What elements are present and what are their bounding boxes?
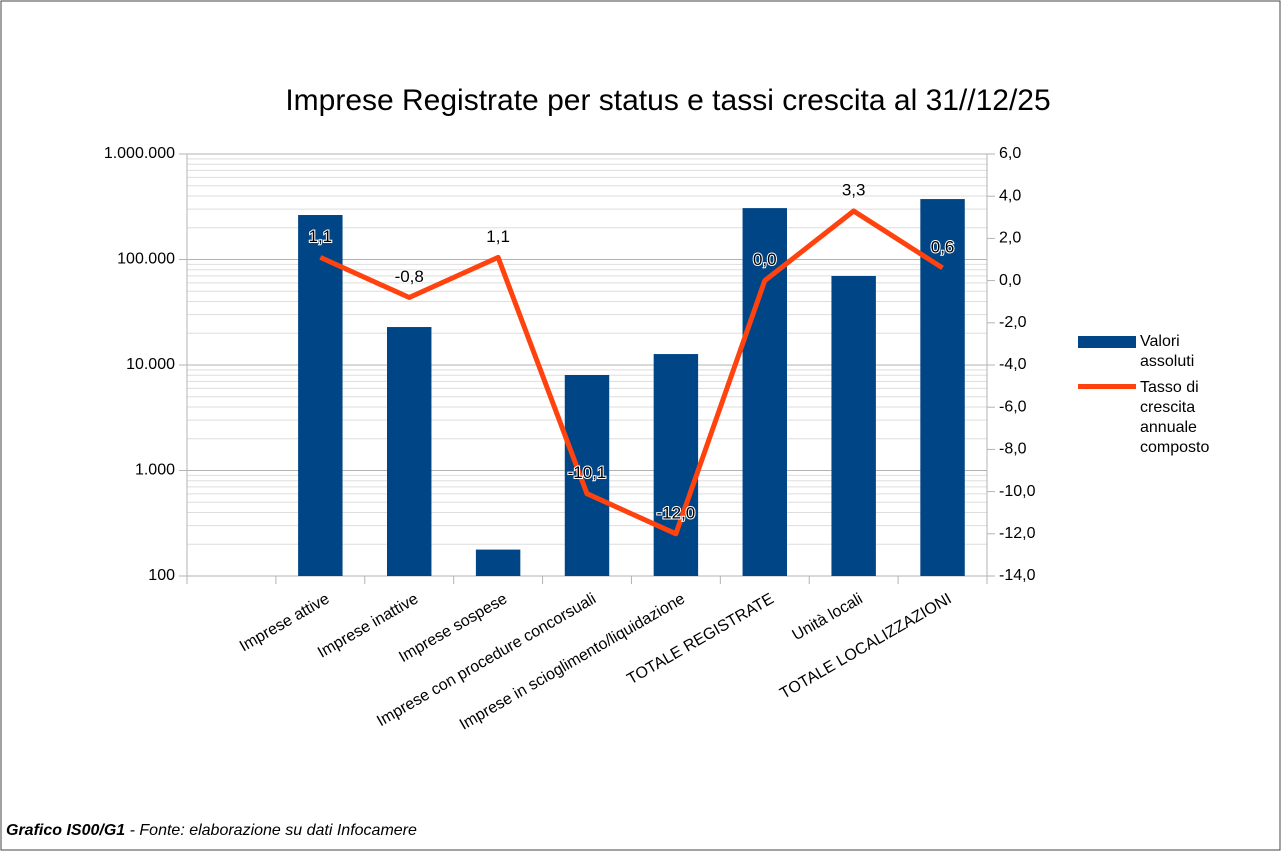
legend-swatch — [1078, 336, 1136, 348]
y2-tick-label: -10,0 — [999, 483, 1036, 500]
legend-label: Valori assoluti — [1140, 333, 1195, 370]
data-label: -0,8 — [395, 267, 424, 286]
data-label: 1,1 — [309, 227, 333, 246]
bar — [475, 549, 521, 576]
bar — [564, 374, 610, 576]
y2-tick-label: -6,0 — [999, 398, 1027, 415]
bar — [298, 215, 343, 576]
y2-tick-label: 4,0 — [999, 187, 1021, 204]
y2-tick-label: -12,0 — [999, 525, 1036, 542]
legend-item: Tasso di crescita annuale composto — [1078, 378, 1258, 458]
bar — [920, 199, 965, 576]
line — [319, 208, 944, 537]
y-tick-label: 1.000.000 — [104, 145, 175, 162]
x-tick-label: TOTALE LOCALIZZAZIONI — [777, 590, 954, 702]
caption-text: - Fonte: elaborazione su dati Infocamere — [129, 822, 417, 839]
y2-tick-label: 6,0 — [999, 145, 1021, 162]
y2-tick-label: -2,0 — [999, 314, 1027, 331]
data-label: 1,1 — [486, 227, 510, 246]
x-tick-label: TOTALE REGISTRATE — [624, 590, 776, 688]
legend-label: Tasso di crescita annuale composto — [1140, 379, 1210, 456]
y-tick-label: 100.000 — [117, 251, 175, 268]
y2-tick-label: -8,0 — [999, 441, 1027, 458]
data-label: 0,6 — [931, 237, 955, 256]
y-tick-label: 100 — [148, 567, 175, 584]
y-tick-label: 10.000 — [126, 356, 175, 373]
y-tick-label: 1.000 — [135, 462, 175, 479]
x-tick-label: Unità locali — [789, 590, 865, 644]
y2-tick-label: 0,0 — [999, 272, 1021, 289]
bar — [653, 354, 699, 576]
data-label: 0,0 — [753, 250, 777, 269]
legend: Valori assoluti Tasso di crescita annuale… — [1078, 332, 1258, 464]
legend-item: Valori assoluti — [1078, 332, 1258, 372]
data-label: 3,3 — [842, 180, 866, 199]
bar — [387, 327, 432, 576]
caption: Grafico IS00/G1 - Fonte: elaborazione su… — [6, 822, 417, 840]
chart-title: Imprese Registrate per status e tassi cr… — [285, 84, 1050, 117]
y2-tick-label: -14,0 — [999, 567, 1036, 584]
data-label: -10,1 — [568, 463, 607, 482]
y2-tick-label: -4,0 — [999, 356, 1027, 373]
caption-label: Grafico IS00/G1 — [6, 822, 126, 839]
data-label: -12,0 — [657, 503, 696, 522]
y2-tick-label: 2,0 — [999, 230, 1021, 247]
legend-swatch — [1078, 384, 1136, 389]
bar — [831, 275, 876, 576]
